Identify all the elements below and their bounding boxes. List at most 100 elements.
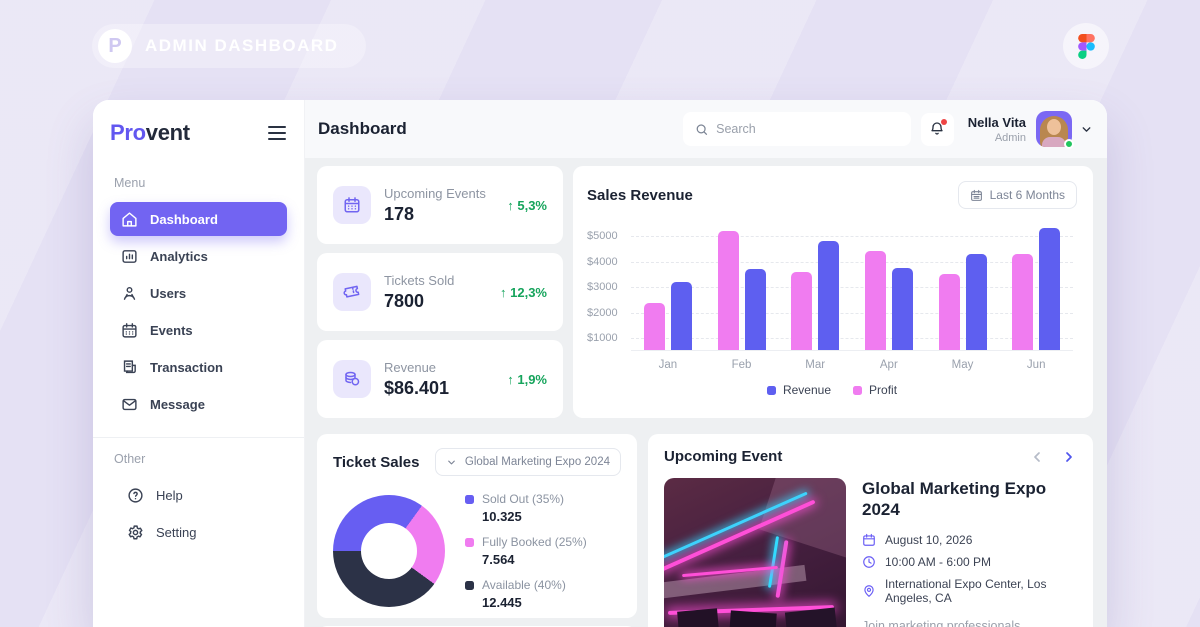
calendar-icon <box>863 533 875 546</box>
chevron-right-icon[interactable] <box>1061 449 1077 465</box>
bar-group-mar <box>778 241 852 350</box>
map-pin-icon <box>864 584 874 597</box>
sidebar-item-analytics[interactable]: Analytics <box>110 239 287 273</box>
up-arrow-icon: ↑ <box>500 284 507 300</box>
online-status-dot <box>1064 139 1074 149</box>
x-tick-label: Apr <box>879 359 898 371</box>
bar-group-apr <box>852 251 926 350</box>
legend-revenue: Revenue <box>766 383 831 397</box>
bar-revenue-may <box>965 254 987 350</box>
stat-card-tickets-sold: Tickets Sold 7800 ↑ 12,3% <box>317 253 563 331</box>
avatar[interactable] <box>1036 111 1074 149</box>
notification-dot <box>940 118 947 125</box>
user-meta: Nella Vita Admin <box>968 115 1026 144</box>
donut-legend: Sold Out (35%) 10.325 Fully Booked (25%)… <box>465 492 587 610</box>
revenue-plot: $1000 $2000 $3000 $4000 $5000 <box>587 223 1073 351</box>
search-box[interactable] <box>682 112 911 146</box>
sidebar-item-label: Users <box>150 285 187 301</box>
chevron-down-icon[interactable] <box>1080 123 1093 136</box>
date-range-button[interactable]: Last 6 Months <box>957 181 1077 209</box>
menu-section-label: Menu <box>114 176 146 190</box>
bar-group-may <box>926 254 1000 350</box>
sidebar-item-label: Setting <box>156 524 197 540</box>
bar-profit-apr <box>864 251 886 350</box>
figma-icon <box>1077 33 1095 59</box>
search-input[interactable] <box>716 122 899 136</box>
chevron-left-icon[interactable] <box>1029 449 1045 465</box>
revenue-x-axis: Jan Feb Mar Apr May Jun <box>631 359 1073 371</box>
event-select-dropdown[interactable]: Global Marketing Expo 2024 <box>434 448 621 476</box>
calendar-icon <box>970 189 982 201</box>
bar-revenue-feb <box>744 269 766 350</box>
analytics-icon <box>122 249 137 263</box>
bar-profit-jan <box>643 302 665 350</box>
event-time: 10:00 AM - 6:00 PM <box>885 554 992 569</box>
up-arrow-icon: ↑ <box>507 371 514 387</box>
gridline <box>631 312 1073 314</box>
up-arrow-icon: ↑ <box>507 197 514 213</box>
notification-button[interactable] <box>920 112 954 146</box>
gear-icon <box>128 524 143 539</box>
event-location: International Expo Center, Los Angeles, … <box>885 576 1047 605</box>
sidebar: Provent Menu Dashboard Analytics Users E… <box>93 100 305 627</box>
banner-title: ADMIN DASHBOARD <box>145 36 339 55</box>
bar-revenue-apr <box>891 268 913 350</box>
sidebar-divider <box>93 437 304 438</box>
sidebar-item-dashboard[interactable]: Dashboard <box>110 202 287 236</box>
users-icon <box>123 286 136 300</box>
sidebar-item-message[interactable]: Message <box>110 387 287 421</box>
banner-logo-icon: P <box>98 29 132 63</box>
x-tick-label: Mar <box>805 359 826 371</box>
date-range-label: Last 6 Months <box>989 188 1065 202</box>
stat-label: Upcoming Events <box>384 185 486 201</box>
sales-revenue-card: Sales Revenue Last 6 Months $1000 $2000 $3… <box>573 166 1093 418</box>
sidebar-item-help[interactable]: Help <box>110 478 287 512</box>
legend-swatch <box>766 385 776 395</box>
donut-value: 12.445 <box>482 595 522 610</box>
sidebar-item-transaction[interactable]: Transaction <box>110 350 287 384</box>
stat-delta: ↑ 5,3% <box>507 197 547 213</box>
gridline <box>631 236 1073 238</box>
bar-profit-may <box>938 274 960 350</box>
event-time-row: 10:00 AM - 6:00 PM <box>862 555 1077 569</box>
stat-card-revenue: Revenue $86.401 ↑ 1,9% <box>317 340 563 418</box>
clock-icon <box>863 555 875 568</box>
revenue-chart: $1000 $2000 $3000 $4000 $5000 Jan Feb Mar Apr Ma… <box>587 223 1077 397</box>
banner-pill: P ADMIN DASHBOARD <box>92 24 367 68</box>
hamburger-menu-icon[interactable] <box>267 125 287 141</box>
y-tick-label: $2000 <box>587 306 618 319</box>
stat-delta: ↑ 12,3% <box>500 284 547 300</box>
donut-legend-sold-out: Sold Out (35%) 10.325 <box>465 492 587 524</box>
search-icon <box>696 123 707 135</box>
gridline <box>631 261 1073 263</box>
user-name: Nella Vita <box>967 114 1026 130</box>
ticket-donut <box>333 495 445 607</box>
donut-swatch <box>465 494 474 504</box>
sidebar-item-events[interactable]: Events <box>110 313 287 347</box>
bar-profit-jun <box>1012 254 1034 350</box>
stat-value: 7800 <box>384 290 425 311</box>
bar-group-jan <box>631 282 705 350</box>
bar-profit-feb <box>717 230 739 350</box>
sidebar-item-label: Help <box>156 487 183 503</box>
event-select-value: Global Marketing Expo 2024 <box>464 456 610 468</box>
event-date-row: August 10, 2026 <box>862 533 1077 547</box>
stat-card-upcoming-events: Upcoming Events 178 ↑ 5,3% <box>317 166 563 244</box>
y-tick-label: $1000 <box>587 332 618 345</box>
home-icon <box>122 211 137 227</box>
legend-swatch <box>853 385 863 395</box>
sidebar-item-setting[interactable]: Setting <box>110 515 287 549</box>
stat-delta: ↑ 1,9% <box>507 371 547 387</box>
x-tick-label: May <box>951 359 974 371</box>
avatar-image <box>1036 111 1072 147</box>
gridline <box>631 287 1073 289</box>
upcoming-event-card: Upcoming Event <box>648 434 1093 627</box>
sidebar-item-label: Events <box>150 322 193 338</box>
bar-revenue-mar <box>818 241 840 350</box>
donut-legend-fully-booked: Fully Booked (25%) 7.564 <box>465 535 587 567</box>
bar-revenue-jun <box>1039 228 1061 350</box>
figma-badge <box>1063 23 1109 69</box>
sidebar-item-users[interactable]: Users <box>110 276 287 310</box>
stat-value: 178 <box>384 203 415 224</box>
stat-value: $86.401 <box>384 377 450 398</box>
